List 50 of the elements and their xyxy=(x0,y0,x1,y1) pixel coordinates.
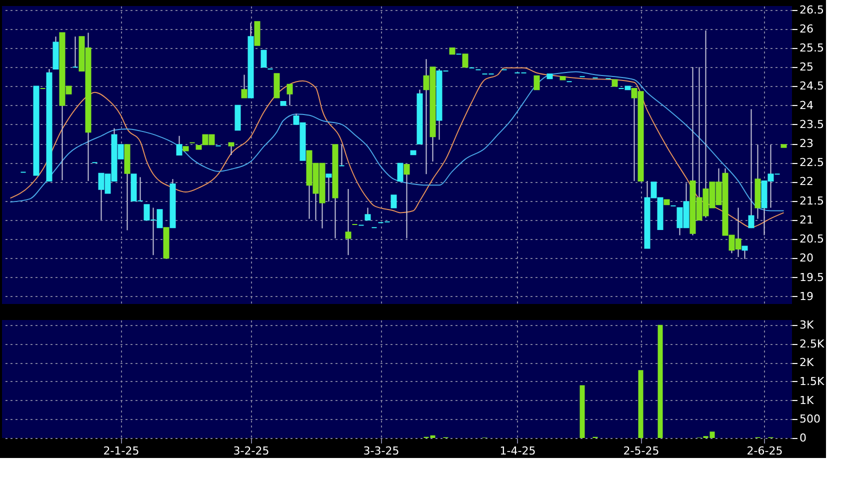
x-tick-label: 2-1-25 xyxy=(103,444,140,458)
candlestick xyxy=(748,108,754,228)
y-tick-label: 25 xyxy=(800,60,814,74)
y-tick-label: 2.5K xyxy=(800,337,825,350)
y-tick-label: 24.5 xyxy=(800,80,824,93)
candlestick xyxy=(176,135,182,156)
candlestick xyxy=(397,162,404,182)
candlestick xyxy=(404,164,410,239)
candlestick xyxy=(338,144,345,166)
candlestick xyxy=(254,21,260,46)
y-tick-label: 3K xyxy=(800,318,814,332)
y-tick-label: 24 xyxy=(800,98,814,112)
candlestick xyxy=(742,246,748,260)
y-tick-label: 2K xyxy=(800,356,814,370)
y-tick-label: 26.5 xyxy=(800,3,824,16)
x-tick-label: 3-3-25 xyxy=(363,444,400,458)
y-tick-label: 23 xyxy=(800,137,814,150)
candlestick xyxy=(534,75,540,90)
candlestick xyxy=(345,188,352,256)
x-tick-label: 3-2-25 xyxy=(233,444,270,458)
candlestick xyxy=(326,174,332,202)
candlestick xyxy=(286,84,293,106)
x-tick-label: 1-4-25 xyxy=(500,444,536,458)
candlestick xyxy=(462,54,468,68)
y-tick-label: 20.5 xyxy=(800,232,824,246)
candlestick xyxy=(72,36,78,68)
candlestick xyxy=(364,207,371,220)
x-tick-label: 2-5-25 xyxy=(623,444,660,458)
candlestick xyxy=(241,74,248,98)
y-tick-label: 21.5 xyxy=(800,194,824,208)
y-tick-label: 22.5 xyxy=(800,156,824,170)
y-tick-label: 19 xyxy=(800,290,814,303)
y-tick-label: 23.5 xyxy=(800,118,824,131)
y-tick-label: 26 xyxy=(800,22,814,36)
y-tick-label: 1K xyxy=(800,394,814,407)
y-tick-label: 500 xyxy=(800,412,820,426)
candlestick xyxy=(390,194,397,208)
y-tick-label: 21 xyxy=(800,213,814,226)
x-tick-label: 2-6-25 xyxy=(746,444,783,458)
y-tick-label: 20 xyxy=(800,252,814,265)
y-tick-label: 19.5 xyxy=(800,270,824,284)
y-tick-label: 0 xyxy=(800,432,806,444)
y-tick-label: 22 xyxy=(800,175,814,188)
bar xyxy=(580,385,585,438)
candlestick xyxy=(260,50,267,68)
bar xyxy=(658,324,663,438)
candlestick xyxy=(228,142,234,156)
y-tick-label: 25.5 xyxy=(800,42,824,55)
y-tick-label: 1.5K xyxy=(800,374,825,388)
bar xyxy=(638,370,644,438)
